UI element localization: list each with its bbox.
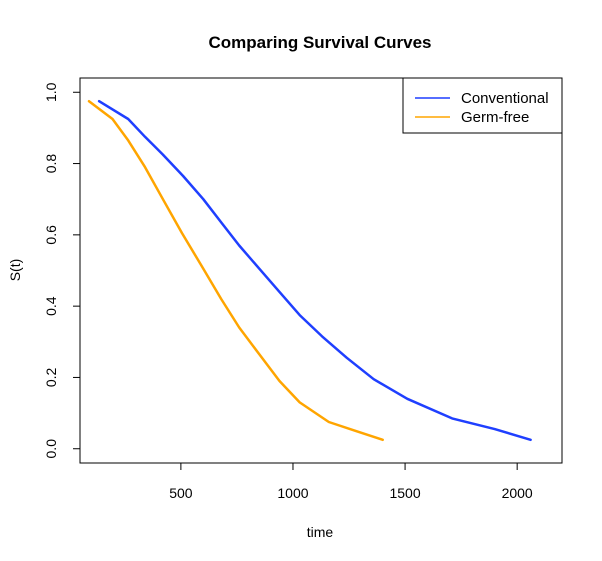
x-tick-label: 1500: [389, 485, 420, 501]
x-axis: 500 1000 1500 2000: [169, 462, 533, 501]
y-tick-label: 0.6: [43, 225, 59, 245]
legend-label: Conventional: [461, 90, 549, 107]
y-tick-label: 0.2: [43, 368, 59, 388]
x-tick-label: 500: [169, 485, 193, 501]
x-tick-label: 1000: [277, 485, 308, 501]
x-axis-label: time: [307, 524, 334, 540]
y-tick-label: 0.0: [43, 439, 59, 459]
series-layer: [87, 99, 532, 442]
series-line-germ-free: [87, 99, 384, 442]
chart-title: Comparing Survival Curves: [209, 33, 432, 52]
y-tick-label: 0.8: [43, 154, 59, 174]
x-tick-label: 2000: [502, 485, 533, 501]
y-axis: 0.0 0.2 0.4 0.6 0.8 1.0: [43, 82, 81, 459]
legend: Conventional Germ-free: [402, 77, 563, 134]
legend-label: Germ-free: [461, 109, 529, 126]
y-axis-label: S(t): [7, 259, 23, 282]
plot-area-border: [79, 77, 563, 464]
legend-box: [402, 77, 563, 134]
series-line-conventional: [97, 99, 532, 442]
y-tick-label: 0.4: [43, 296, 59, 316]
y-tick-label: 1.0: [43, 82, 59, 102]
